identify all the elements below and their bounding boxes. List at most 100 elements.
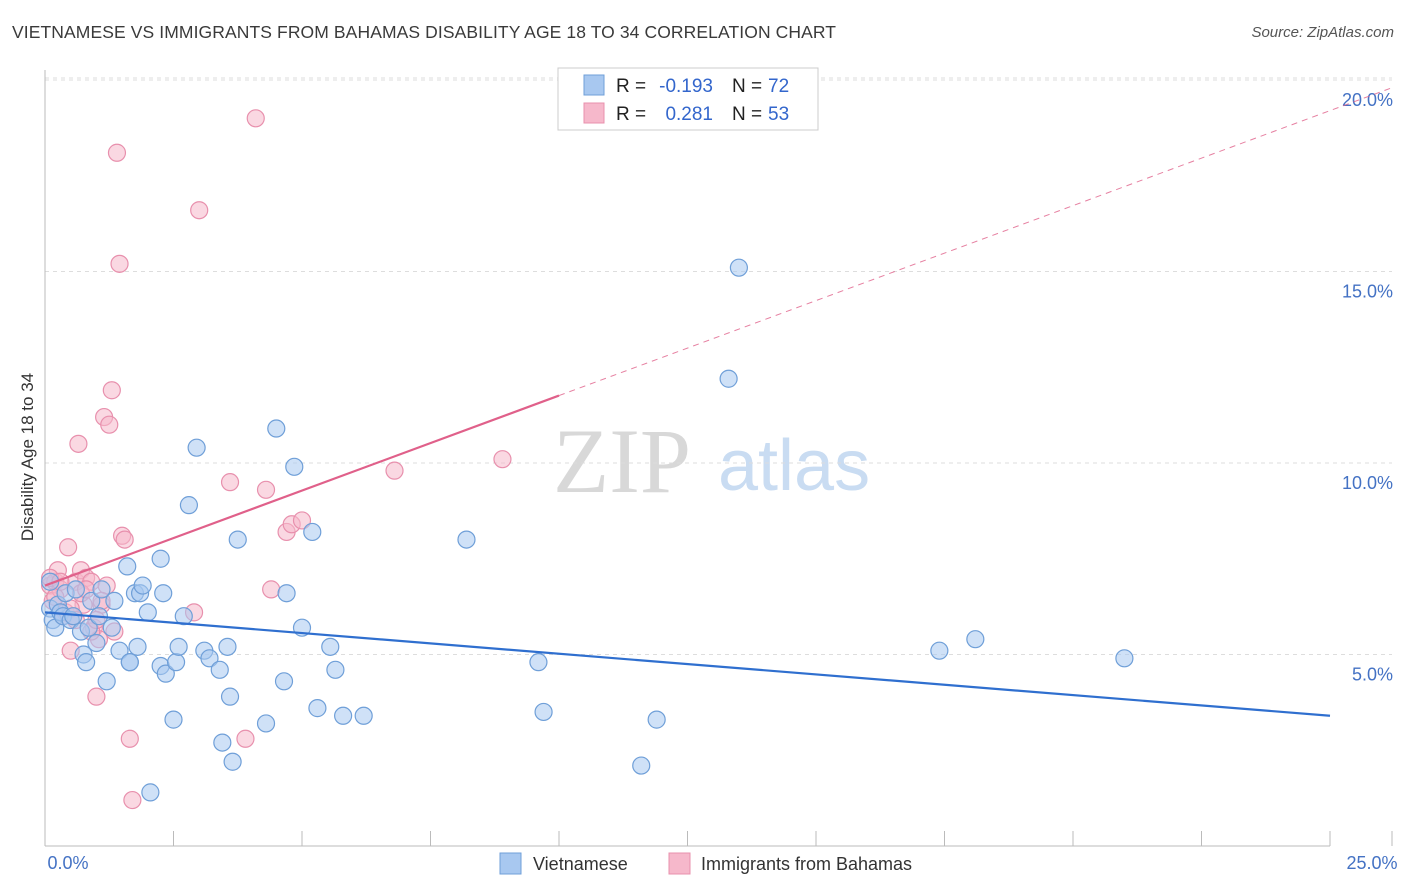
point-vietnamese-14 [82,591,101,610]
legend-r-label-bahamas: R = [616,104,646,125]
point-bahamas-23 [102,381,121,400]
watermark-zip: ZIP [553,410,691,512]
point-vietnamese-71 [138,603,157,622]
point-vietnamese-58 [354,706,373,725]
point-bahamas-25 [107,143,127,162]
point-bahamas-33 [220,473,240,492]
source-label: Source: ZipAtlas.com [1251,24,1394,41]
point-vietnamese-65 [719,369,738,388]
point-vietnamese-67 [966,630,985,649]
point-vietnamese-12 [77,653,96,672]
point-vietnamese-47 [256,714,276,733]
y-axis-label: Disability Age 18 to 34 [18,373,37,541]
point-vietnamese-30 [151,549,170,568]
point-bahamas-42 [493,450,512,469]
point-vietnamese-55 [321,637,340,656]
x-tick-label-min: 0.0% [47,853,88,873]
point-bahamas-17 [87,687,106,706]
x-tick-label-max: 25.0% [1346,853,1397,873]
point-vietnamese-45 [223,752,242,771]
point-bahamas-35 [246,109,265,128]
bottom-legend-swatch-bahamas [668,852,691,875]
trend-line-vietnamese [44,611,1331,717]
point-vietnamese-57 [334,706,353,725]
point-vietnamese-9 [66,580,85,599]
point-bahamas-30 [123,790,142,810]
legend-r-value-bahamas: 0.281 [665,104,713,125]
point-vietnamese-43 [218,637,237,656]
point-vietnamese-53 [303,522,322,542]
point-bahamas-40 [292,511,312,530]
point-vietnamese-63 [647,710,666,729]
point-vietnamese-40 [200,649,219,668]
point-vietnamese-62 [632,756,651,775]
point-vietnamese-60 [529,653,548,672]
point-vietnamese-35 [169,637,188,656]
legend-n-label-vietnamese: N = [732,76,762,97]
point-bahamas-41 [385,461,404,480]
point-vietnamese-18 [97,672,116,691]
point-vietnamese-19 [102,618,121,637]
point-bahamas-29 [120,729,139,748]
y-tick-label-10: 10.0% [1342,473,1393,493]
point-vietnamese-56 [326,660,345,679]
chart-title: VIETNAMESE VS IMMIGRANTS FROM BAHAMAS DI… [12,22,837,42]
point-vietnamese-49 [274,672,294,691]
x-axis-ticks [44,831,1393,846]
point-vietnamese-48 [267,419,286,438]
legend-swatch-vietnamese [583,74,605,96]
legend-swatch-bahamas [583,102,605,124]
series-bahamas-points [41,109,512,810]
point-vietnamese-59 [457,530,476,549]
point-vietnamese-20 [105,591,124,610]
legend-n-value-bahamas: 53 [768,104,789,125]
point-bahamas-28 [115,530,134,549]
series-legend: Vietnamese Immigrants from Bahamas [499,852,912,875]
point-vietnamese-21 [110,641,129,660]
point-bahamas-32 [190,201,209,220]
point-bahamas-37 [262,580,281,599]
point-vietnamese-38 [187,438,206,457]
trend-lines [44,87,1393,717]
point-vietnamese-54 [308,699,327,718]
point-vietnamese-17 [92,580,111,599]
point-vietnamese-34 [166,653,186,672]
bottom-legend-label-bahamas: Immigrants from Bahamas [701,854,912,874]
stats-legend: R = -0.193 N = 72 R = 0.281 N = 53 [557,67,819,131]
point-vietnamese-46 [228,530,247,549]
series-vietnamese-points [41,258,1134,802]
y-axis-tick-labels: 5.0% 10.0% 15.0% 20.0% [1342,90,1393,685]
point-vietnamese-22 [118,557,137,576]
point-bahamas-34 [236,729,255,748]
legend-n-label-bahamas: N = [732,104,762,125]
point-vietnamese-41 [210,660,229,679]
legend-r-label-vietnamese: R = [616,76,646,97]
point-bahamas-26 [110,254,129,273]
point-vietnamese-31 [154,584,173,603]
bottom-legend-swatch-vietnamese [499,852,522,875]
point-vietnamese-36 [174,607,193,626]
point-bahamas-11 [69,434,88,453]
point-vietnamese-51 [285,457,304,476]
point-vietnamese-68 [1115,649,1134,668]
bottom-legend-label-vietnamese: Vietnamese [533,854,628,874]
point-vietnamese-50 [277,584,296,603]
y-tick-label-20: 20.0% [1342,90,1393,110]
point-vietnamese-32 [156,664,175,683]
watermark-atlas: atlas [718,426,870,506]
point-vietnamese-37 [179,496,199,515]
point-vietnamese-44 [220,687,240,706]
y-tick-label-5: 5.0% [1352,665,1393,685]
point-vietnamese-33 [164,710,183,729]
trend-line-bahamas [44,394,560,587]
point-bahamas-7 [59,538,78,557]
point-vietnamese-27 [133,576,152,595]
point-vietnamese-66 [930,641,949,660]
gridlines [45,77,1392,655]
point-vietnamese-70 [120,653,139,672]
legend-n-value-vietnamese: 72 [768,76,789,97]
point-vietnamese-42 [213,733,232,752]
point-vietnamese-61 [534,702,553,722]
point-bahamas-36 [256,480,276,499]
